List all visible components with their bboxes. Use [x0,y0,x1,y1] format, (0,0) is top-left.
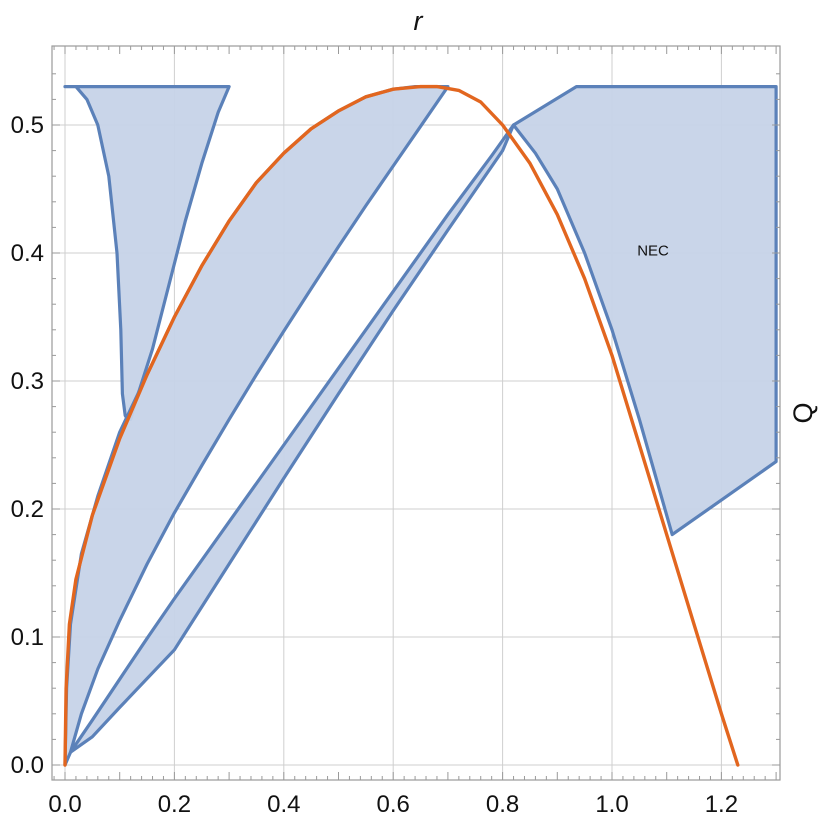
y-tick-label: 0.4 [11,240,44,267]
axis-ticks: 0.0 0.2 0.4 0.6 0.8 1.0 1.2 0.0 0.1 0.2 0.3 0.4 0.5 [11,46,780,818]
y-tick-label: 0.1 [11,624,44,651]
x-tick-label: 1.0 [595,791,628,818]
y-tick-label: 0.0 [11,752,44,779]
nec-region-4 [511,85,778,537]
x-axis-title: r [414,6,424,36]
y-tick-label: 0.2 [11,496,44,523]
x-tick-label: 0.2 [158,791,191,818]
x-tick-label: 0.6 [377,791,410,818]
x-tick-label: 1.2 [705,791,738,818]
y-tick-label: 0.3 [11,368,44,395]
y-tick-label: 0.5 [11,112,44,139]
curve [63,84,740,767]
x-tick-label: 0.0 [48,791,81,818]
x-tick-label: 0.4 [267,791,300,818]
plot-frame [51,45,781,781]
region-label: NEC [637,243,669,260]
nec-region-3 [68,123,516,754]
y-axis-title: Q [788,402,818,423]
shaded-regions [63,85,778,767]
boundary-curve-1 [63,84,740,767]
x-tick-label: 0.8 [486,791,519,818]
annotations: NEC [637,243,669,260]
